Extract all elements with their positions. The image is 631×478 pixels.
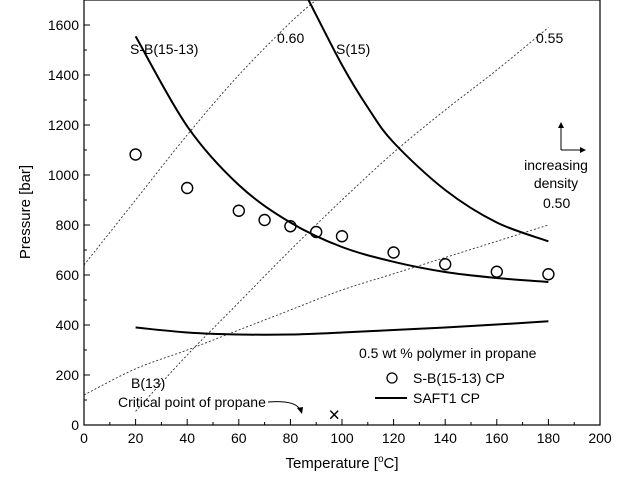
y-tick-label: 1000: [48, 167, 79, 183]
data-point: [232, 204, 246, 217]
density-lines: [84, 0, 549, 412]
y-tick-label: 1600: [48, 17, 79, 33]
curve-label-s15: S(15): [336, 41, 370, 57]
legend-entry-markers: S-B(15-13) CP: [413, 370, 505, 386]
x-tick-label: 60: [231, 430, 247, 446]
curve-label-s-b: S-B(15-13): [130, 41, 198, 57]
x-tick-label: 20: [128, 430, 144, 446]
y-tick-label: 600: [56, 267, 80, 283]
data-point: [542, 268, 555, 281]
data-point: [180, 181, 194, 195]
x-tick-label: 200: [588, 430, 612, 446]
x-tick-label: 120: [382, 430, 406, 446]
y-tick-label: 800: [56, 217, 80, 233]
x-axis-label: Temperature [oC]: [285, 454, 398, 472]
x-tick-label: 140: [434, 430, 458, 446]
critical-point-annotation: Critical point of propane ×: [118, 394, 340, 427]
y-tick-label: 1400: [48, 67, 79, 83]
density-label-050: 0.50: [543, 195, 570, 211]
x-tick-label: 0: [80, 430, 88, 446]
curve-labels: S-B(15-13) S(15) B(13) 0.60 0.55 0.50: [130, 30, 570, 391]
y-tick-label: 1200: [48, 117, 79, 133]
critical-point-marker: ×: [328, 405, 340, 427]
increasing-label: increasing: [524, 157, 588, 173]
x-tick-label: 40: [179, 430, 195, 446]
legend-entry-line: SAFT1 CP: [413, 390, 480, 406]
data-point: [310, 225, 323, 239]
curve-label-b13: B(13): [131, 375, 165, 391]
data-point: [258, 213, 271, 227]
y-tick-label: 400: [56, 317, 80, 333]
legend-title: 0.5 wt % polymer in propane: [359, 345, 537, 361]
legend-circle-marker: [386, 372, 398, 384]
density-label-060: 0.60: [277, 30, 304, 46]
data-point: [387, 246, 400, 259]
x-tick-label: 80: [283, 430, 299, 446]
data-point: [129, 148, 142, 161]
saft-curve-s-b-15-13-: [134, 35, 549, 283]
saft-curves: [134, 0, 549, 336]
data-point: [439, 258, 452, 271]
data-point: [490, 265, 503, 278]
y-tick-label: 200: [56, 367, 80, 383]
density-line-050: [84, 224, 549, 396]
x-tick-label: 180: [537, 430, 561, 446]
data-point: [335, 230, 349, 243]
density-annotation: increasing density: [524, 122, 588, 191]
y-axis-label: Pressure [bar]: [17, 165, 34, 259]
density-line-060: [84, 0, 317, 266]
density-label: density: [534, 175, 578, 191]
data-markers: [129, 148, 555, 281]
critical-point-label: Critical point of propane: [118, 394, 266, 410]
saft-curve-b-13-: [135, 320, 549, 336]
legend: 0.5 wt % polymer in propane S-B(15-13) C…: [359, 345, 537, 406]
x-tick-label: 100: [330, 430, 354, 446]
data-point: [284, 220, 297, 233]
density-label-055: 0.55: [536, 30, 563, 46]
axes: 0 20 40 60 80 100 120 140 160 180 200 0 200 400 600 800…: [48, 0, 612, 446]
x-tick-label: 160: [485, 430, 509, 446]
saft-curve-s-15-: [307, 0, 549, 243]
y-tick-label: 0: [71, 417, 79, 433]
